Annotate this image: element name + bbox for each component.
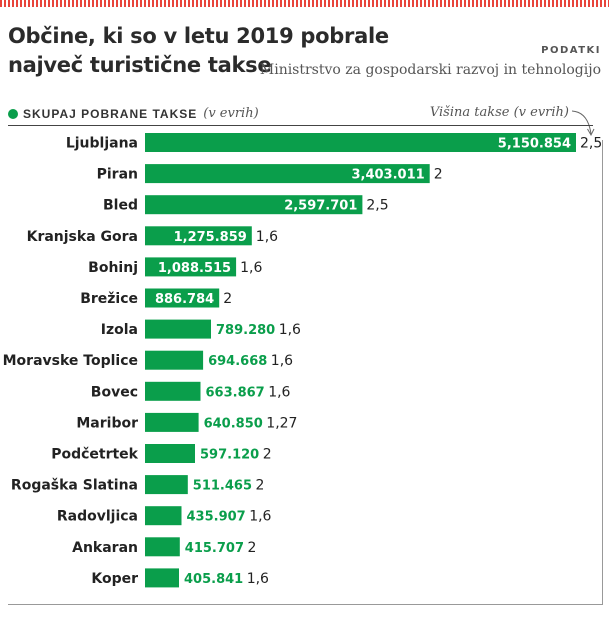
value-label: 1,088.515 [158, 261, 231, 276]
value-label: 597.120 [200, 448, 259, 463]
rate-label: 1,6 [249, 509, 271, 525]
rate-label: 2 [223, 291, 232, 307]
rate-callout-arrow [571, 110, 595, 137]
category-label: Bohinj [88, 260, 138, 276]
chart-title: Občine, ki so v letu 2019 pobrale največ… [8, 24, 389, 77]
category-label: Piran [97, 167, 138, 183]
category-label: Bled [103, 198, 138, 214]
category-label: Moravske Toplice [3, 353, 138, 369]
bar [145, 226, 252, 246]
value-label: 789.280 [216, 323, 275, 338]
bar [145, 133, 576, 152]
value-label: 435.907 [187, 510, 246, 525]
source-label: PODATKI [541, 45, 601, 56]
category-label: Izola [101, 322, 138, 338]
value-label: 2,597.701 [284, 199, 357, 214]
bar [145, 257, 237, 277]
category-label: Koper [91, 571, 138, 587]
legend-dot [8, 108, 18, 119]
bar [145, 381, 201, 401]
value-label: 415.707 [185, 541, 244, 556]
bar [145, 475, 188, 495]
category-label: Kranjska Gora [27, 229, 138, 245]
rate-label: 1,6 [247, 571, 269, 587]
series-legend: SKUPAJ POBRANE TAKSE (v evrih) [8, 106, 259, 121]
bar [145, 288, 220, 308]
value-label: 640.850 [204, 416, 263, 431]
bar [145, 506, 182, 526]
rate-legend: Višina takse (v evrih) [429, 105, 569, 120]
category-label: Rogaška Slatina [11, 478, 138, 494]
rate-label: 2,5 [366, 198, 388, 214]
bar [145, 444, 195, 463]
legend-series-unit: (v evrih) [203, 106, 259, 121]
rate-label: 1,6 [256, 229, 278, 245]
rate-label: 1,6 [268, 384, 290, 400]
category-label: Podčetrtek [51, 447, 138, 463]
category-label: Ljubljana [66, 136, 138, 152]
value-label: 511.465 [193, 479, 252, 494]
category-label: Brežice [80, 291, 138, 307]
rate-label: 2 [256, 478, 265, 494]
bar [145, 319, 211, 339]
rate-label: 2 [434, 167, 443, 183]
value-label: 405.841 [184, 572, 243, 587]
rate-label: 2 [263, 447, 272, 463]
frame-right-line [602, 140, 603, 605]
bar [145, 350, 204, 370]
rate-label: 1,6 [279, 322, 301, 338]
top-stripe [0, 0, 609, 7]
rate-label: 1,6 [271, 353, 293, 369]
bar [145, 568, 179, 588]
rate-label: 1,27 [266, 415, 297, 431]
category-label: Radovljica [57, 509, 138, 525]
value-label: 3,403.011 [351, 168, 424, 183]
bar [145, 412, 199, 432]
value-label: 663.867 [206, 385, 265, 400]
rate-label: 1,6 [240, 260, 262, 276]
rate-label: 2,5 [580, 136, 602, 152]
bar [145, 164, 430, 184]
bar [145, 195, 363, 215]
value-label: 694.668 [208, 354, 267, 369]
category-label: Ankaran [72, 540, 138, 556]
source-text: Ministrstvo za gospodarski razvoj in teh… [259, 62, 601, 78]
value-label: 5,150.854 [498, 137, 571, 152]
value-label: 886.784 [155, 292, 214, 307]
legend-series-label: SKUPAJ POBRANE TAKSE [23, 106, 198, 121]
category-label: Maribor [76, 415, 138, 431]
frame-bottom-line [8, 604, 603, 605]
rate-label: 2 [248, 540, 257, 556]
bar [145, 537, 180, 557]
category-label: Bovec [91, 384, 138, 400]
legend-rule [8, 125, 593, 126]
value-label: 1,275.859 [174, 230, 247, 245]
